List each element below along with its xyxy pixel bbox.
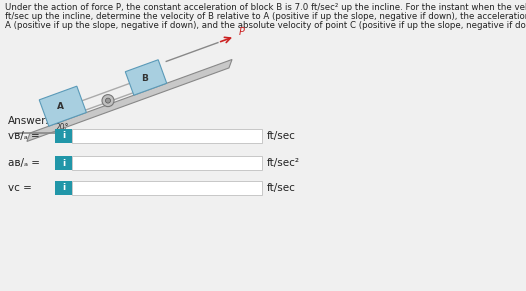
FancyBboxPatch shape (72, 156, 262, 170)
FancyBboxPatch shape (72, 181, 262, 195)
Text: ft/sec: ft/sec (267, 131, 296, 141)
Text: Answers:: Answers: (8, 116, 56, 126)
FancyBboxPatch shape (55, 129, 72, 143)
Text: B: B (140, 74, 148, 83)
Text: ft/sec up the incline, determine the velocity of B relative to A (positive if up: ft/sec up the incline, determine the vel… (5, 12, 526, 21)
Bar (125, 60, 167, 95)
Polygon shape (27, 59, 232, 141)
Text: i: i (62, 159, 65, 168)
Text: i: i (62, 132, 65, 141)
Bar (39, 86, 86, 126)
FancyBboxPatch shape (55, 156, 72, 170)
Text: P: P (239, 27, 245, 38)
Text: vᴄ =: vᴄ = (8, 183, 32, 193)
Text: 20°: 20° (55, 123, 68, 132)
Text: ft/sec: ft/sec (267, 183, 296, 193)
Text: vʙ/ₐ =: vʙ/ₐ = (8, 131, 40, 141)
Text: A (positive if up the slope, negative if down), and the absolute velocity of poi: A (positive if up the slope, negative if… (5, 21, 526, 30)
FancyBboxPatch shape (55, 181, 72, 195)
Text: i: i (62, 184, 65, 193)
Circle shape (106, 98, 110, 103)
FancyBboxPatch shape (72, 129, 262, 143)
Text: ft/sec²: ft/sec² (267, 158, 300, 168)
Circle shape (102, 95, 114, 107)
Text: Under the action of force P, the constant acceleration of block B is 7.0 ft/sec²: Under the action of force P, the constan… (5, 3, 526, 12)
Text: aʙ/ₐ =: aʙ/ₐ = (8, 158, 40, 168)
Text: A: A (57, 102, 64, 111)
